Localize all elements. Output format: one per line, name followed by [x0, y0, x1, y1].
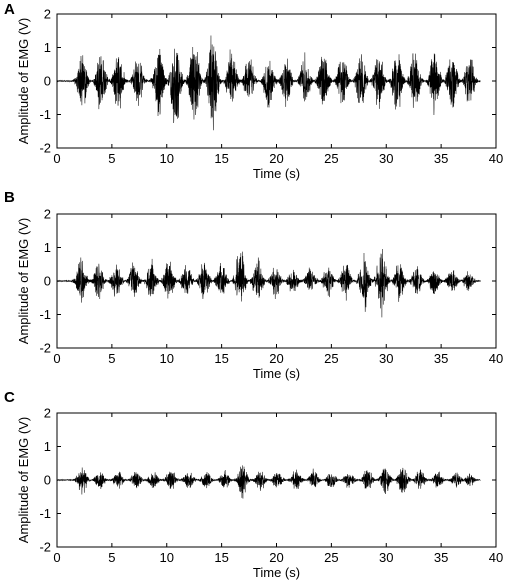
x-tick-label: 30: [379, 550, 393, 565]
x-tick-label: 40: [489, 351, 503, 366]
panel-label: C: [4, 389, 15, 406]
y-tick-label: 1: [44, 240, 51, 255]
x-tick-label: 40: [489, 550, 503, 565]
x-tick-label: 10: [160, 151, 174, 166]
x-tick-label: 25: [324, 550, 338, 565]
x-tick-label: 25: [324, 351, 338, 366]
x-tick-label: 5: [108, 351, 115, 366]
x-tick-label: 20: [269, 351, 283, 366]
x-axis-label: Time (s): [253, 366, 300, 381]
x-tick-label: 35: [434, 351, 448, 366]
y-tick-label: 0: [44, 274, 51, 289]
y-tick-label: -2: [39, 141, 51, 156]
x-tick-label: 0: [53, 151, 60, 166]
x-axis-label: Time (s): [253, 166, 300, 181]
emg-signal-trace: [56, 35, 481, 131]
x-tick-label: 5: [108, 550, 115, 565]
x-tick-label: 20: [269, 151, 283, 166]
y-tick-label: 2: [44, 207, 51, 222]
x-tick-label: 35: [434, 151, 448, 166]
y-tick-label: 1: [44, 40, 51, 55]
emg-panel: B 0 5 10 15 20 25 30 35 40 -2 -1 0 1 2 Time (s) Amplitud…: [4, 189, 503, 381]
emg-panel: A 0 5 10 15 20 25 30 35 40 -2 -1 0 1 2 Time (s) Amplitud…: [4, 1, 503, 181]
y-axis-label: Amplitude of EMG (V): [16, 417, 31, 543]
x-tick-label: 0: [53, 550, 60, 565]
x-tick-label: 0: [53, 351, 60, 366]
y-tick-label: -2: [39, 540, 51, 555]
emg-signal-trace: [56, 465, 481, 499]
x-tick-label: 15: [214, 151, 228, 166]
x-tick-label: 10: [160, 550, 174, 565]
panel-label: A: [4, 1, 15, 18]
y-tick-label: -1: [39, 307, 51, 322]
y-tick-label: -1: [39, 506, 51, 521]
x-tick-label: 10: [160, 351, 174, 366]
emg-signal-trace: [56, 248, 481, 318]
y-tick-label: -2: [39, 341, 51, 356]
x-tick-label: 15: [214, 550, 228, 565]
x-tick-label: 15: [214, 351, 228, 366]
x-tick-label: 25: [324, 151, 338, 166]
x-axis-label: Time (s): [253, 565, 300, 580]
x-tick-label: 30: [379, 151, 393, 166]
y-axis-label: Amplitude of EMG (V): [16, 18, 31, 144]
y-axis-label: Amplitude of EMG (V): [16, 218, 31, 344]
y-tick-label: 0: [44, 473, 51, 488]
panel-label: B: [4, 189, 15, 206]
x-tick-label: 35: [434, 550, 448, 565]
x-tick-label: 40: [489, 151, 503, 166]
x-tick-label: 5: [108, 151, 115, 166]
y-tick-label: 1: [44, 439, 51, 454]
emg-panel: C 0 5 10 15 20 25 30 35 40 -2 -1 0 1 2 Time (s) Amplitud…: [4, 389, 503, 580]
x-tick-label: 20: [269, 550, 283, 565]
y-tick-label: 2: [44, 406, 51, 421]
y-tick-label: -1: [39, 107, 51, 122]
y-tick-label: 0: [44, 74, 51, 89]
y-tick-label: 2: [44, 7, 51, 22]
x-tick-label: 30: [379, 351, 393, 366]
